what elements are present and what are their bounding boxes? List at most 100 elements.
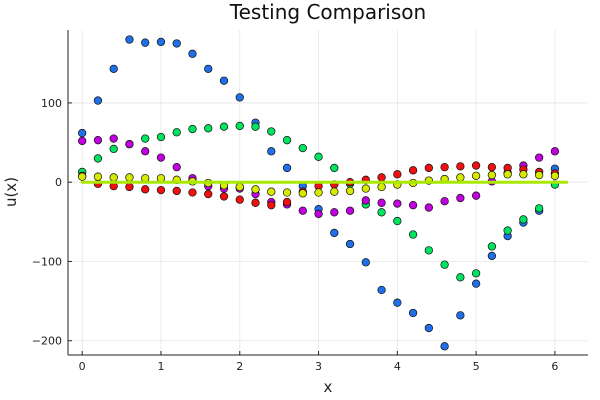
y-tick-label: −200 (32, 335, 62, 348)
data-point (78, 172, 87, 181)
data-point (408, 308, 418, 318)
data-point (125, 182, 134, 192)
data-point (424, 246, 433, 255)
data-point (267, 187, 276, 196)
data-point (393, 199, 402, 208)
data-point (535, 153, 544, 162)
axes (67, 30, 588, 356)
data-point (109, 134, 118, 143)
data-point (361, 196, 370, 205)
series-yellow (78, 170, 560, 198)
data-point (424, 163, 433, 173)
y-tick-label: 100 (41, 97, 62, 110)
data-point (535, 204, 544, 213)
data-point (519, 170, 528, 179)
data-point (109, 144, 118, 154)
data-point (125, 35, 134, 44)
data-point (408, 230, 418, 239)
data-point (109, 173, 118, 182)
data-point (487, 170, 497, 180)
x-tick-label: 1 (157, 360, 164, 373)
data-point (282, 188, 292, 197)
data-point (235, 195, 244, 204)
data-point (235, 121, 244, 131)
data-point (330, 163, 339, 173)
data-point (298, 189, 307, 198)
data-point (361, 184, 370, 193)
data-point (471, 171, 481, 181)
data-point (204, 64, 213, 73)
x-axis-label: x (324, 378, 333, 396)
data-point (219, 122, 229, 131)
ticks: 0 1 2 3 4 5 6 −200 −100 0 100 (32, 97, 559, 373)
data-point (172, 128, 181, 137)
data-point (487, 242, 497, 251)
data-point (219, 76, 229, 85)
data-point (188, 124, 197, 134)
data-point (377, 208, 386, 217)
data-point (298, 206, 307, 215)
data-point (251, 185, 260, 194)
data-point (172, 186, 181, 196)
data-point (188, 188, 197, 197)
data-point (471, 161, 481, 170)
x-tick-label: 5 (473, 360, 480, 373)
data-point (330, 228, 339, 238)
data-point (456, 193, 465, 203)
x-tick-label: 6 (551, 360, 558, 373)
data-point (519, 215, 528, 224)
data-point (456, 273, 465, 282)
data-point (471, 279, 481, 288)
data-point (550, 147, 560, 156)
data-point (204, 189, 213, 199)
data-point (172, 162, 181, 172)
data-point (471, 191, 481, 200)
x-tick-label: 2 (236, 360, 243, 373)
data-point (204, 124, 213, 133)
data-point (408, 201, 418, 210)
data-point (503, 170, 512, 179)
data-point (377, 182, 386, 192)
data-point (93, 154, 103, 163)
data-point (93, 96, 103, 105)
data-point (377, 285, 386, 295)
y-tick-label: −100 (32, 255, 62, 268)
data-point (78, 128, 87, 138)
data-point (314, 209, 323, 219)
data-point (487, 162, 497, 172)
data-point (282, 197, 292, 207)
data-point (125, 173, 134, 182)
data-point (267, 147, 276, 156)
data-point (456, 162, 465, 171)
data-point (141, 185, 150, 194)
data-point (156, 132, 166, 142)
data-point (345, 186, 355, 196)
data-point (141, 147, 150, 156)
data-point (424, 323, 433, 333)
data-point (550, 171, 560, 181)
data-point (298, 143, 307, 153)
data-point (345, 206, 355, 215)
data-point (377, 198, 386, 207)
data-point (141, 134, 150, 143)
data-point (440, 342, 449, 351)
data-point (330, 208, 339, 217)
data-point (393, 298, 402, 307)
data-point (393, 170, 402, 179)
data-point (282, 163, 292, 173)
data-point (361, 258, 370, 267)
data-points (78, 35, 560, 351)
x-tick-label: 3 (315, 360, 322, 373)
data-point (535, 170, 544, 180)
y-tick-label: 0 (55, 176, 62, 189)
data-point (141, 38, 150, 47)
data-point (267, 201, 276, 210)
data-point (408, 166, 418, 175)
data-point (219, 192, 229, 201)
data-point (282, 136, 292, 145)
x-tick-label: 0 (79, 360, 86, 373)
data-point (251, 198, 260, 207)
data-point (456, 173, 465, 182)
data-point (235, 93, 244, 102)
